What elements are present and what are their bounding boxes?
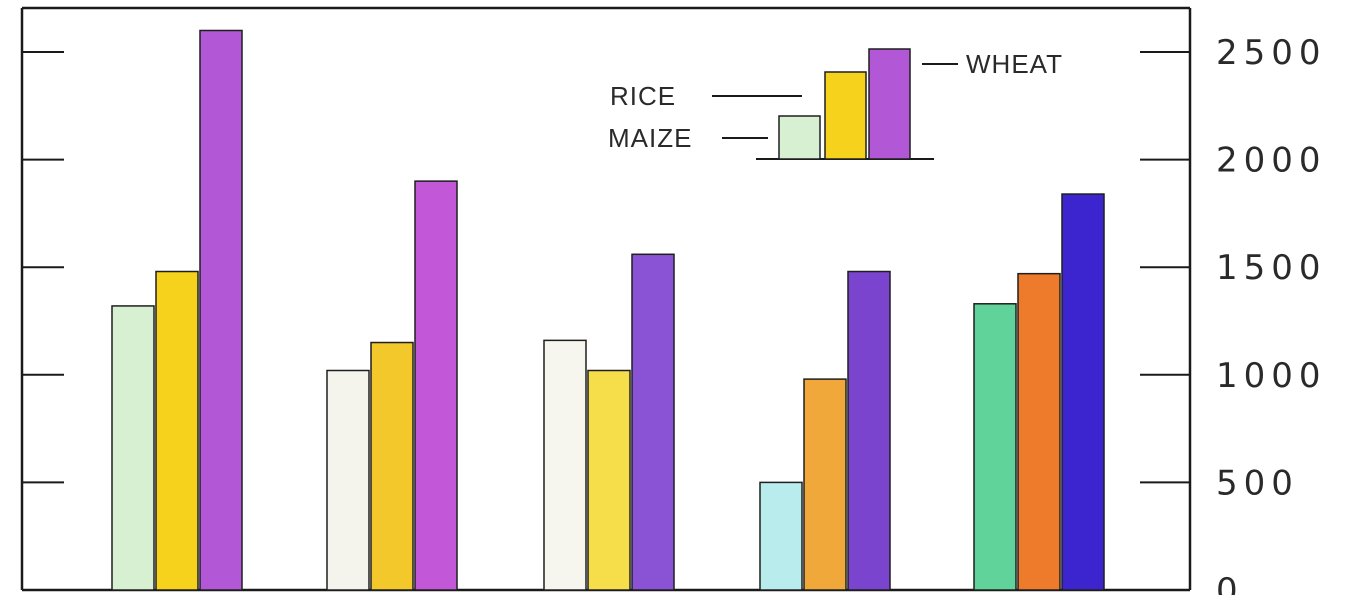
legend-label-maize: MAIZE: [608, 123, 692, 153]
bar-rice-3: [587, 369, 631, 591]
legend-swatch-wheat: [868, 48, 911, 160]
y-tick-label-2000: 2000: [1216, 141, 1327, 181]
bar-wheat-3: [631, 253, 675, 591]
bar-maize-4: [759, 481, 803, 591]
bars-layer: [111, 29, 1105, 591]
bar-rice-2: [370, 341, 414, 591]
bar-wheat-5: [1061, 193, 1105, 591]
y-tick-label-0: 0: [1216, 571, 1244, 595]
bar-wheat-2: [414, 180, 458, 591]
y-tick-label-1000: 1000: [1216, 356, 1327, 396]
bar-maize-5: [973, 303, 1017, 591]
bar-maize-2: [326, 369, 370, 591]
legend-label-rice: RICE: [610, 81, 676, 111]
y-axis-ticks: 0 500 1000 1500 2000 2500: [22, 33, 1327, 595]
legend: MAIZE RICE WHEAT: [608, 48, 1063, 160]
bar-maize-3: [543, 339, 587, 591]
bar-rice-4: [803, 378, 847, 591]
y-tick-label-500: 500: [1216, 463, 1299, 503]
y-tick-label-2500: 2500: [1216, 33, 1327, 73]
bar-wheat-4: [847, 270, 891, 591]
bar-wheat-1: [199, 29, 243, 591]
bar-rice-5: [1017, 272, 1061, 591]
legend-swatch-maize: [778, 115, 821, 160]
y-tick-label-1500: 1500: [1216, 248, 1327, 288]
legend-label-wheat: WHEAT: [966, 49, 1063, 79]
legend-swatch-rice: [824, 71, 867, 160]
bar-maize-1: [111, 305, 155, 591]
bar-rice-1: [155, 270, 199, 591]
